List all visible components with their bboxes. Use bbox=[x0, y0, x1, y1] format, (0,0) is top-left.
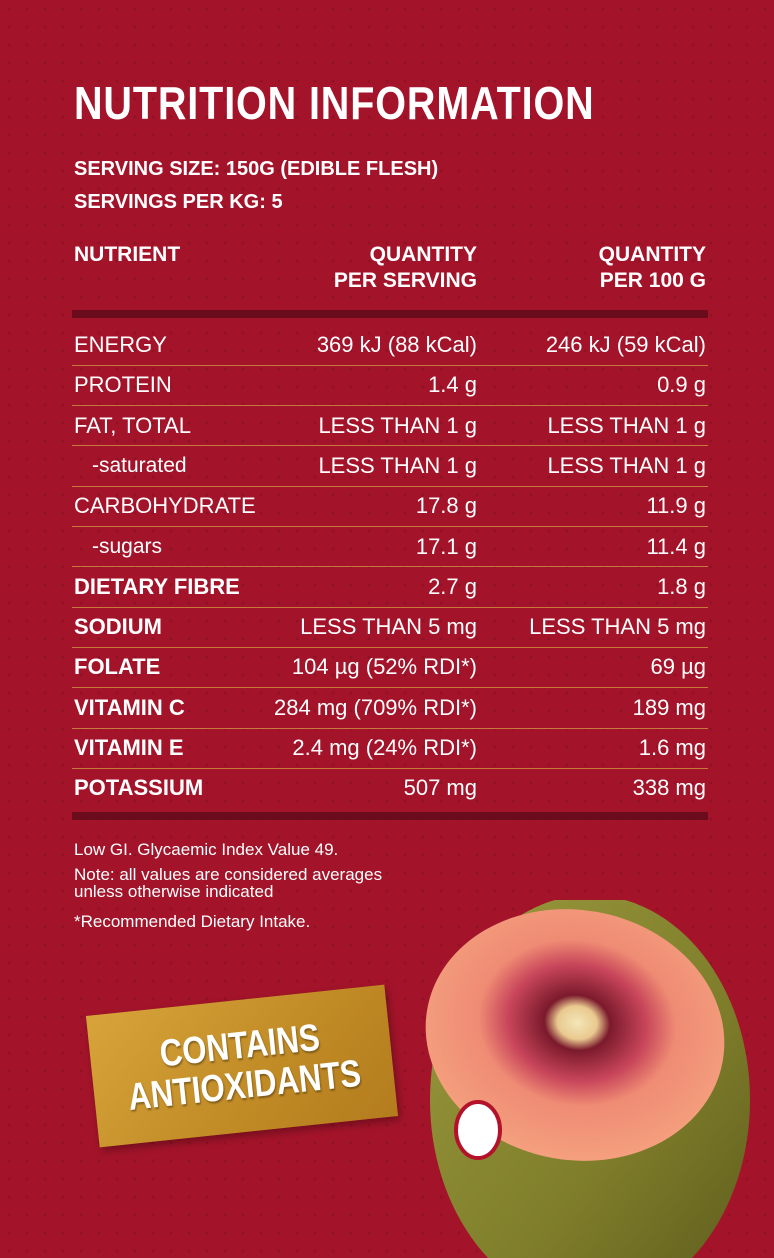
per-100g: LESS THAN 1 g bbox=[547, 452, 706, 478]
row-separator bbox=[72, 445, 708, 447]
per-serving: LESS THAN 5 mg bbox=[300, 614, 477, 640]
nutrient-name: VITAMIN E bbox=[74, 735, 184, 760]
row-separator bbox=[72, 687, 708, 689]
note: *Recommended Dietary Intake. bbox=[74, 912, 310, 932]
nutrient-name: SODIUM bbox=[74, 614, 162, 640]
nutrient-name: POTASSIUM bbox=[74, 775, 204, 801]
note-line: Low GI. Glycaemic Index Value 49. bbox=[74, 840, 339, 859]
title: NUTRITION INFORMATION bbox=[74, 77, 595, 129]
nutrient-name: CARBOHYDRATE bbox=[74, 493, 256, 519]
per-serving: 17.8 g bbox=[415, 493, 477, 519]
per-100g: LESS THAN 5 mg bbox=[529, 614, 706, 640]
row-separator bbox=[72, 646, 708, 648]
per-serving: 284 mg (709% RDI*) bbox=[274, 694, 477, 720]
per-100g: 11.9 g bbox=[646, 493, 706, 519]
header-line: NUTRIENT bbox=[74, 243, 181, 266]
per-100g: LESS THAN 1 g bbox=[547, 412, 706, 438]
nutrient-name: VITAMIN C bbox=[74, 694, 185, 720]
per-100g: 246 kJ (59 kCal) bbox=[545, 332, 706, 357]
per-serving: 1.4 g bbox=[428, 372, 477, 398]
per-serving: LESS THAN 1 g bbox=[318, 412, 477, 438]
note-line: unless otherwise indicated bbox=[74, 882, 274, 901]
per-100g: 69 µg bbox=[650, 654, 707, 680]
per-100g: 1.6 mg bbox=[638, 735, 706, 760]
row-separator bbox=[72, 485, 708, 487]
per-100g: 11.4 g bbox=[646, 533, 706, 559]
row-separator bbox=[72, 566, 708, 568]
per-serving: LESS THAN 1 g bbox=[318, 452, 477, 478]
row-separator bbox=[72, 526, 708, 527]
badge: CONTAINS ANTIOXIDANTS bbox=[85, 984, 399, 1148]
kiwi-flesh bbox=[425, 909, 725, 1161]
kiwi-image bbox=[425, 900, 750, 1258]
header-line: PER SERVING bbox=[333, 269, 477, 292]
note: Low GI. Glycaemic Index Value 49. bbox=[74, 840, 338, 860]
header-line: PER 100 G bbox=[599, 269, 706, 292]
nutrient-name: FOLATE bbox=[74, 654, 161, 680]
table-rule bbox=[72, 310, 708, 318]
per-serving: 2.4 mg (24% RDI*) bbox=[292, 735, 477, 760]
row-separator bbox=[72, 727, 708, 729]
per-100g: 338 mg bbox=[632, 775, 706, 801]
per-serving: 17.1 g bbox=[415, 533, 477, 559]
per-serving: 507 mg bbox=[403, 775, 477, 801]
nutrient-name: -saturated bbox=[92, 453, 187, 477]
note: Note: all values are considered averages… bbox=[74, 866, 382, 900]
header: QUANTITY PER 100 G bbox=[599, 242, 706, 294]
per-100g: 0.9 g bbox=[657, 372, 706, 398]
servings-per-kg: SERVINGS PER KG: 5 bbox=[74, 191, 283, 213]
row-separator bbox=[72, 405, 708, 407]
header: QUANTITY PER SERVING bbox=[334, 242, 477, 294]
header: NUTRIENT bbox=[74, 242, 180, 268]
note-line: *Recommended Dietary Intake. bbox=[74, 912, 311, 931]
per-serving: 369 kJ (88 kCal) bbox=[316, 332, 477, 357]
kiwi-logo bbox=[454, 1100, 502, 1160]
note-line: Note: all values are considered averages bbox=[74, 865, 383, 884]
header-line: QUANTITY bbox=[369, 243, 477, 266]
nutrient-name: FAT, TOTAL bbox=[74, 412, 191, 438]
per-100g: 1.8 g bbox=[657, 573, 706, 599]
table-rule bbox=[72, 812, 708, 820]
nutrient-name: PROTEIN bbox=[74, 372, 172, 398]
serving-size: SERVING SIZE: 150G (EDIBLE FLESH) bbox=[74, 158, 439, 180]
nutrient-name: -sugars bbox=[92, 534, 163, 558]
row-separator bbox=[72, 606, 708, 608]
nutrient-name: DIETARY FIBRE bbox=[74, 573, 240, 599]
nutrient-name: ENERGY bbox=[74, 332, 167, 357]
per-serving: 2.7 g bbox=[428, 573, 477, 599]
per-serving: 104 µg (52% RDI*) bbox=[291, 654, 477, 680]
header-line: QUANTITY bbox=[598, 243, 706, 266]
per-100g: 189 mg bbox=[632, 694, 706, 720]
row-separator bbox=[72, 767, 708, 769]
row-separator bbox=[72, 364, 708, 366]
